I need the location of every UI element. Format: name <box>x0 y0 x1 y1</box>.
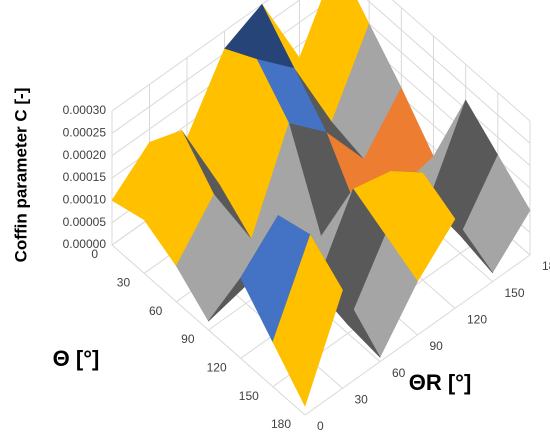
y-tick-label: 30 <box>355 393 369 407</box>
y-tick-label: 150 <box>505 286 525 300</box>
z-tick-label: 0.00015 <box>63 170 107 184</box>
z-axis-title: Coffin parameter C [-] <box>11 88 30 263</box>
y-grid-line <box>111 244 306 416</box>
y-tick-label: 120 <box>467 313 487 327</box>
y-tick-label: 0 <box>317 419 324 433</box>
y-tick-label: 90 <box>430 339 444 353</box>
y-axis-title: ΘR [°] <box>409 370 472 395</box>
surface <box>111 0 531 407</box>
surface-face <box>272 234 343 407</box>
z-tick-label: 0.00010 <box>63 193 107 207</box>
z-tick-label: 0.00020 <box>63 148 107 162</box>
z-tick-label: 0.00000 <box>63 237 107 251</box>
z-tick-label: 0.00030 <box>63 103 107 117</box>
x-tick-label: 150 <box>239 389 259 403</box>
x-axis-title: Θ [°] <box>53 346 100 371</box>
x-tick-label: 60 <box>149 304 163 318</box>
x-tick-label: 180 <box>271 417 291 431</box>
y-tick-label: 180 <box>542 259 550 273</box>
x-tick-label: 0 <box>91 247 98 261</box>
x-tick-label: 90 <box>181 332 195 346</box>
x-tick-label: 30 <box>117 276 131 290</box>
x-tick-label: 120 <box>207 361 227 375</box>
y-tick-label: 60 <box>392 366 406 380</box>
z-tick-label: 0.00025 <box>63 126 107 140</box>
z-tick-label: 0.00005 <box>63 215 107 229</box>
labels: 0.00000 0.00005 0.00010 0.00015 0.00020 0.000… <box>63 103 550 433</box>
